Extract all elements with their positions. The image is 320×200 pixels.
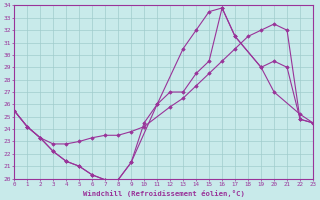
X-axis label: Windchill (Refroidissement éolien,°C): Windchill (Refroidissement éolien,°C) (83, 190, 244, 197)
